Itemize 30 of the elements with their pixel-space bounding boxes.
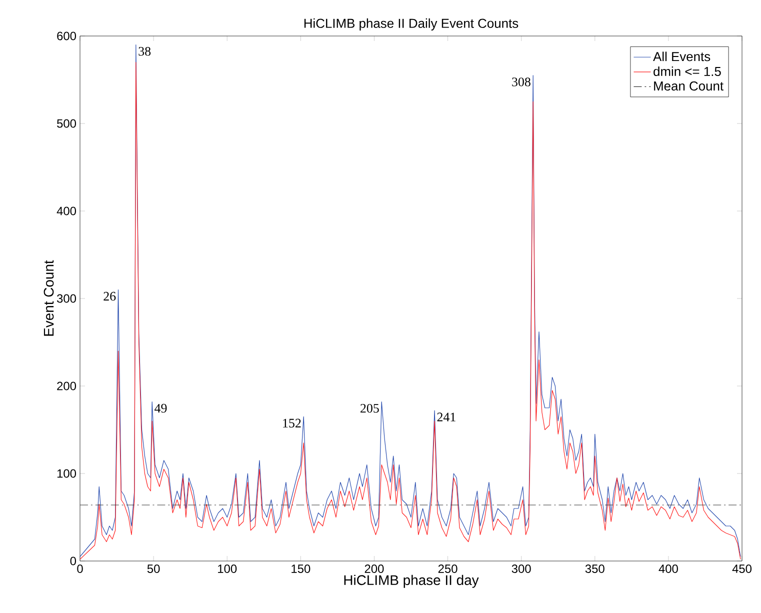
x-tick-label: 100 (218, 564, 237, 573)
x-tick-label: 50 (147, 564, 160, 573)
annotation: 152 (283, 418, 301, 428)
annotation: 241 (437, 412, 456, 422)
annotation: 308 (512, 78, 530, 86)
x-tick-label: 450 (732, 564, 752, 573)
annotation: 49 (154, 404, 167, 413)
x-tick-label: 200 (364, 564, 384, 573)
x-tick-label: 300 (512, 564, 531, 573)
y-tick-label: 400 (56, 206, 76, 216)
annotation: 205 (360, 404, 379, 413)
y-tick-label: 0 (70, 556, 76, 566)
y-tick-label: 500 (57, 119, 76, 128)
chart-title: HiCLIMB phase II Daily Event Counts (304, 18, 518, 30)
annotation: 38 (138, 46, 151, 56)
x-tick-label: 150 (292, 564, 310, 573)
x-tick-label: 400 (658, 564, 678, 573)
y-tick-label: 200 (57, 382, 76, 390)
x-axis-title: HiCLIMB phase II day (344, 574, 479, 588)
y-tick-label: 600 (57, 32, 76, 40)
x-tick-label: 0 (77, 564, 83, 573)
y-tick-label: 100 (57, 469, 76, 478)
y-axis-title: Event Count (44, 260, 54, 336)
x-tick-label: 250 (438, 564, 458, 573)
legend-label: Mean Count (654, 81, 724, 91)
y-tick-label: 300 (56, 294, 76, 303)
legend-label: All Events (653, 52, 710, 62)
legend-label: dmin <= 1.5 (654, 66, 721, 76)
annotation: 26 (104, 292, 116, 301)
x-tick-label: 350 (585, 564, 604, 573)
